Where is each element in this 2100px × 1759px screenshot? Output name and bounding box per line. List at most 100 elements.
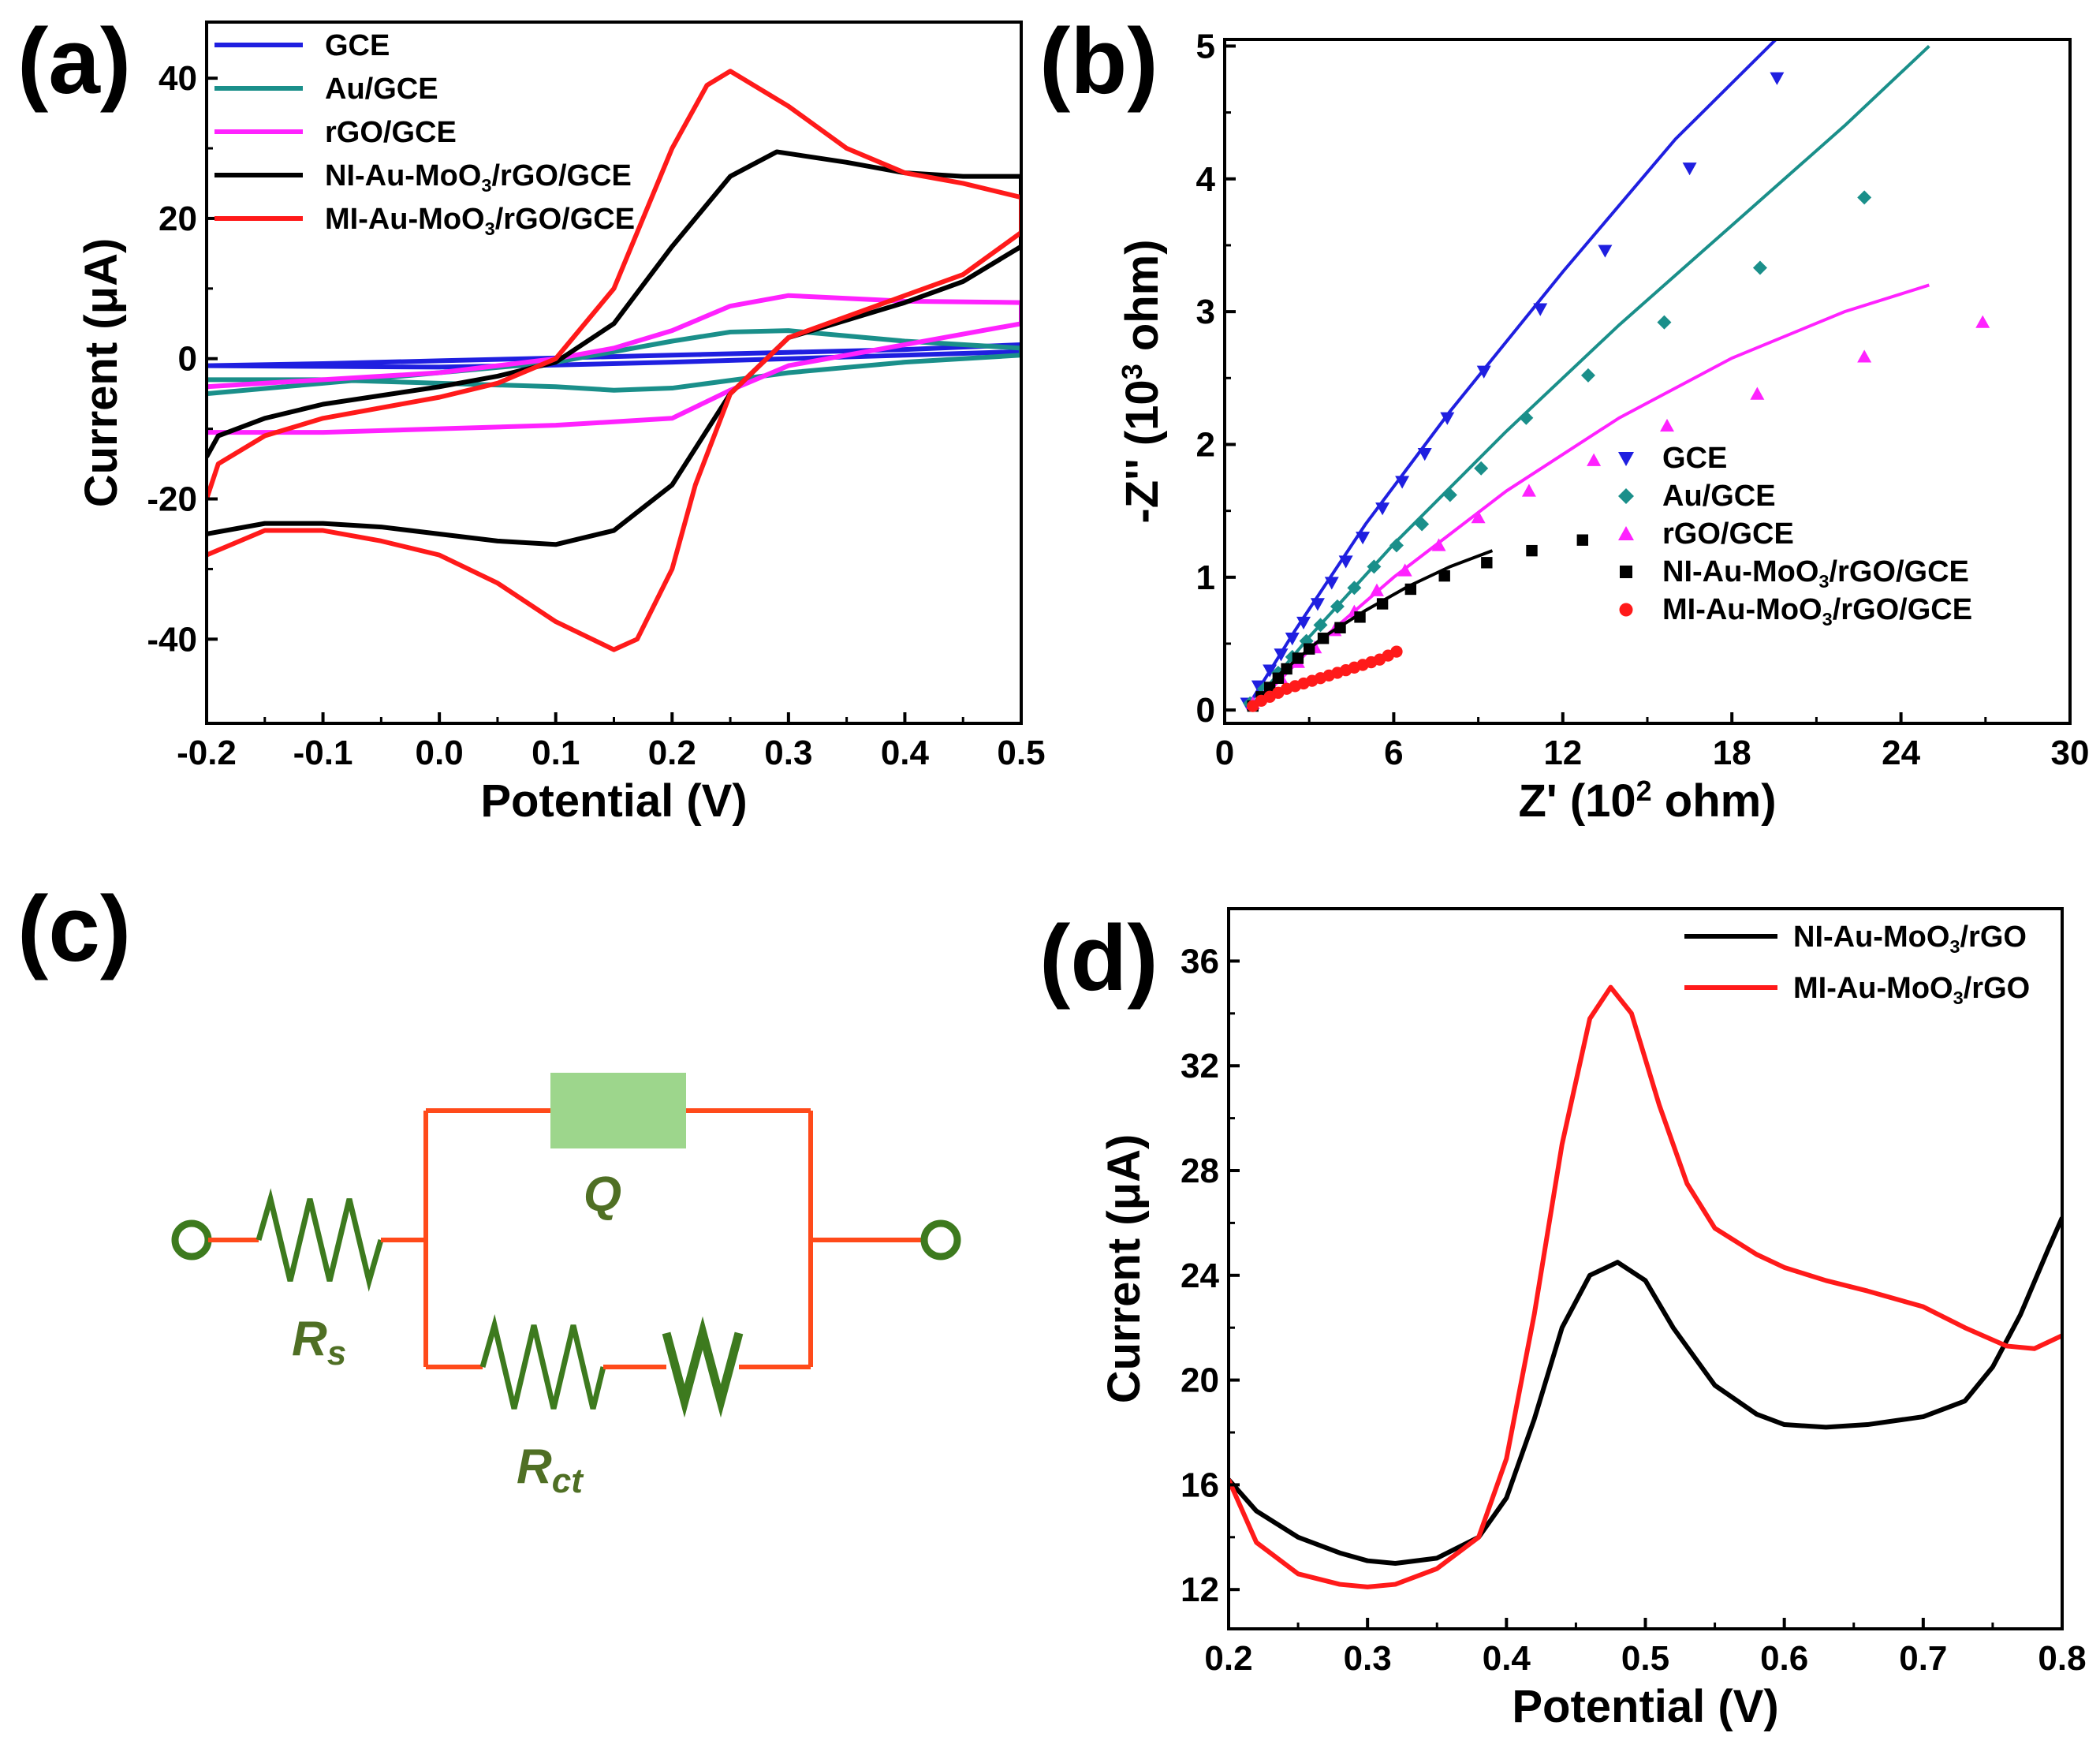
chart-b-point-ni-au-moo3-rgo-gce — [1438, 570, 1450, 582]
chart-b-x-tick-label: 30 — [2051, 734, 2090, 772]
chart-b-y-tick-label: 0 — [1196, 691, 1215, 730]
chart-a-x-tick-label: 0.4 — [881, 734, 930, 772]
chart-a-plot-area — [207, 69, 1021, 652]
chart-b-point-au-gce — [1580, 368, 1595, 383]
chart-a-series-ni-au-moo3-rgo-gce — [207, 149, 1021, 547]
chart-b-point-rgo-gce — [1471, 510, 1486, 524]
chart-b-point-au-gce — [1389, 538, 1404, 553]
chart-d-legend-label-mi-au-moo3-rgo: MI-Au-MoO3/rGO — [1793, 972, 2030, 1008]
chart-d-y-tick-label: 16 — [1181, 1466, 1219, 1504]
equivalent-circuit-diagram: Q Rs Rct — [171, 1073, 961, 1500]
chart-b-point-ni-au-moo3-rgo-gce — [1354, 611, 1366, 623]
chart-b-y-tick-label: 3 — [1196, 293, 1215, 331]
chart-b-point-ni-au-moo3-rgo-gce — [1317, 633, 1330, 644]
chart-b-point-au-gce — [1330, 599, 1345, 614]
chart-b-plot-area — [1240, 39, 1990, 712]
chart-b-y-axis-title: -Z'' (103 ohm) — [1116, 239, 1168, 523]
chart-b-point-ni-au-moo3-rgo-gce — [1304, 643, 1315, 655]
chart-d-legend: NI-Au-MoO3/rGO MI-Au-MoO3/rGO — [1684, 921, 2030, 1008]
panel-label-d: (d) — [1039, 906, 1158, 1010]
chart-a-x-axis-title: Potential (V) — [480, 775, 747, 827]
chart-a-legend-label-ni-au-moo3-rgo-gce: NI-Au-MoO3/rGO/GCE — [325, 159, 632, 196]
chart-d-x-axis-title: Potential (V) — [1512, 1681, 1778, 1732]
chart-b-point-gce — [1251, 680, 1266, 693]
chart-b-point-gce — [1356, 532, 1371, 545]
chart-b-point-gce — [1310, 598, 1325, 611]
rct-label: Rct — [517, 1440, 584, 1500]
chart-b-point-mi-au-moo3-rgo-gce — [1390, 645, 1403, 658]
chart-b-point-rgo-gce — [1397, 563, 1412, 577]
chart-b-legend-marker-rgo-gce — [1618, 526, 1634, 540]
chart-b-y-tick-label: 5 — [1196, 27, 1215, 65]
chart-a-legend-label-au-gce: Au/GCE — [325, 73, 438, 106]
chart-a-legend-label-rgo-gce: rGO/GCE — [325, 116, 457, 149]
chart-b-point-au-gce — [1313, 618, 1328, 633]
chart-a-y-tick-label: 0 — [178, 340, 197, 379]
chart-b-x-tick-label: 24 — [1882, 734, 1920, 772]
chart-a-series-mi-au-moo3-rgo-gce — [207, 69, 1021, 652]
right-terminal-icon — [920, 1219, 961, 1260]
chart-a-y-axis-title: Current (μA) — [76, 238, 127, 508]
chart-b-x-tick-label: 6 — [1384, 734, 1403, 772]
chart-d-y-axis-title: Current (μA) — [1098, 1134, 1150, 1404]
chart-b-point-gce — [1263, 664, 1278, 678]
chart-b-point-ni-au-moo3-rgo-gce — [1281, 663, 1292, 675]
chart-a-legend-label-gce: GCE — [325, 29, 390, 62]
chart-b-point-rgo-gce — [1857, 349, 1872, 363]
chart-b-point-gce — [1395, 476, 1410, 489]
warburg-element-icon — [662, 1316, 744, 1418]
chart-b-point-gce — [1440, 412, 1455, 425]
chart-a-cyclic-voltammetry: -0.2 -0.1 0.0 0.1 0.2 0.3 0.4 0.5 -40 -20 0 20 40 Pot… — [76, 21, 1046, 827]
chart-a-series-rgo-gce — [207, 293, 1021, 435]
chart-b-point-au-gce — [1415, 517, 1430, 532]
chart-b-point-ni-au-moo3-rgo-gce — [1481, 557, 1493, 569]
chart-d-plot-area — [1229, 984, 2062, 1589]
chart-d-x-tick-label: 0.8 — [2038, 1639, 2086, 1678]
chart-a-x-tick-label: 0.5 — [997, 734, 1045, 772]
q-label: Q — [584, 1167, 621, 1222]
chart-b-point-ni-au-moo3-rgo-gce — [1292, 652, 1304, 664]
panel-label-b: (b) — [1039, 9, 1158, 114]
chart-b-point-gce — [1417, 448, 1432, 461]
chart-b-point-au-gce — [1752, 260, 1767, 275]
chart-b-point-rgo-gce — [1521, 484, 1536, 497]
chart-b-point-ni-au-moo3-rgo-gce — [1334, 622, 1346, 633]
chart-b-y-tick-label: 4 — [1196, 160, 1216, 199]
panel-label-a: (a) — [17, 9, 131, 114]
chart-a-y-tick-label: -20 — [147, 480, 197, 519]
chart-a-legend-label-mi-au-moo3-rgo-gce: MI-Au-MoO3/rGO/GCE — [325, 203, 635, 239]
chart-d-y-tick-label: 28 — [1181, 1152, 1219, 1190]
chart-d-x-tick-label: 0.7 — [1899, 1639, 1947, 1678]
chart-b-x-axis-title: Z' (102 ohm) — [1518, 775, 1776, 827]
rs-label-sub: s — [327, 1334, 346, 1372]
chart-a-y-tick-label: -40 — [147, 620, 197, 659]
chart-d-x-tick-label: 0.3 — [1344, 1639, 1392, 1678]
chart-b-point-gce — [1476, 365, 1491, 379]
chart-b-point-gce — [1533, 303, 1548, 316]
chart-a-x-tick-label: 0.3 — [764, 734, 812, 772]
chart-b-legend-marker-gce — [1618, 452, 1634, 466]
chart-b-x-tick-label: 0 — [1215, 734, 1234, 772]
chart-b-point-gce — [1338, 555, 1353, 569]
chart-d-x-tick-label: 0.2 — [1204, 1639, 1252, 1678]
chart-b-legend-label-au-gce: Au/GCE — [1662, 480, 1776, 513]
chart-b-x-tick-label: 12 — [1543, 734, 1582, 772]
chart-b-legend-label-mi-au-moo3-rgo-gce: MI-Au-MoO3/rGO/GCE — [1662, 593, 1972, 629]
chart-b-point-au-gce — [1347, 581, 1362, 596]
chart-b-legend-marker-au-gce — [1618, 488, 1634, 504]
chart-b-point-rgo-gce — [1660, 418, 1675, 432]
chart-b-legend-marker-mi-au-moo3-rgo-gce — [1619, 603, 1633, 617]
chart-a-x-tick-label: -0.2 — [177, 734, 237, 772]
chart-b-y-tick-label: 2 — [1196, 425, 1215, 464]
chart-d-y-tick-label: 32 — [1181, 1047, 1219, 1085]
chart-b-point-au-gce — [1367, 559, 1382, 574]
chart-a-legend: GCE Au/GCE rGO/GCE NI-Au-MoO3/rGO/GCE MI-Au-… — [214, 29, 635, 239]
chart-b-point-au-gce — [1519, 410, 1534, 425]
chart-d-differential-pulse: 0.2 0.3 0.4 0.5 0.6 0.7 0.8 12 16 20 24 28 32 36 Poten… — [1098, 907, 2087, 1732]
chart-b-point-au-gce — [1657, 315, 1672, 330]
chart-b-legend-marker-ni-au-moo3-rgo-gce — [1620, 566, 1632, 578]
chart-a-x-tick-label: 0.1 — [532, 734, 580, 772]
left-terminal-icon — [171, 1219, 212, 1260]
rct-label-main: R — [517, 1440, 552, 1494]
